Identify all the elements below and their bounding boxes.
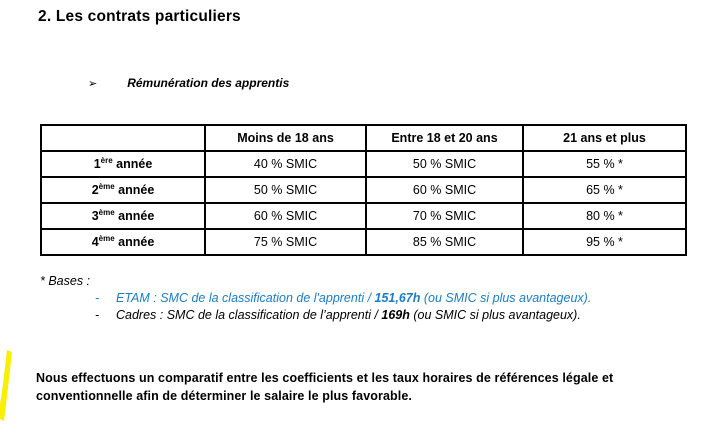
row-label-year-2: 2ème année [40,176,206,204]
cell-value: 40 % SMIC [204,150,367,178]
table-row-year-3: 3ème année 60 % SMIC 70 % SMIC 80 % * [40,202,687,230]
bullet-row: ➢ Rémunération des apprentis [88,76,289,92]
bullet-heading: Rémunération des apprentis [127,76,290,90]
table-header-row: Moins de 18 ans Entre 18 et 20 ans 21 an… [40,124,687,152]
row-label-year-4: 4ème année [40,228,206,256]
table-header-21-plus: 21 ans et plus [522,124,687,152]
cell-value: 75 % SMIC [204,228,367,256]
footnote-cadres-text: Cadres : SMC de la classification de l’a… [116,308,581,322]
cell-value: 50 % SMIC [365,150,524,178]
table-row-year-1: 1ère année 40 % SMIC 50 % SMIC 55 % * [40,150,687,178]
table-header-under-18: Moins de 18 ans [204,124,367,152]
cell-value: 60 % SMIC [204,202,367,230]
section-title: 2. Les contrats particuliers [38,8,241,25]
bases-footnote-label: * Bases : [40,274,91,288]
footnote-etam-text: ETAM : SMC de la classification de l'app… [116,291,592,305]
footnote-etam: - ETAM : SMC de la classification de l'a… [95,291,591,305]
table-header-empty [40,124,206,152]
cell-value: 70 % SMIC [365,202,524,230]
conclusion-paragraph: Nous effectuons un comparatif entre les … [36,371,614,403]
dash-bullet: - [95,291,100,305]
cell-value: 50 % SMIC [204,176,367,204]
arrow-bullet-icon: ➢ [88,78,98,90]
cell-value: 95 % * [522,228,687,256]
cell-value: 65 % * [522,176,687,204]
remuneration-table: Moins de 18 ans Entre 18 et 20 ans 21 an… [40,124,687,256]
table-header-18-to-20: Entre 18 et 20 ans [365,124,524,152]
yellow-highlighter-mark [0,350,12,421]
dash-bullet: - [95,308,100,322]
footnote-cadres: - Cadres : SMC de la classification de l… [95,308,581,322]
cell-value: 60 % SMIC [365,176,524,204]
cell-value: 55 % * [522,150,687,178]
table-row-year-4: 4ème année 75 % SMIC 85 % SMIC 95 % * [40,228,687,256]
row-label-year-3: 3ème année [40,202,206,230]
row-label-year-1: 1ère année [40,150,206,178]
table-row-year-2: 2ème année 50 % SMIC 60 % SMIC 65 % * [40,176,687,204]
highlighter-stroke [0,350,12,421]
cell-value: 80 % * [522,202,687,230]
cell-value: 85 % SMIC [365,228,524,256]
